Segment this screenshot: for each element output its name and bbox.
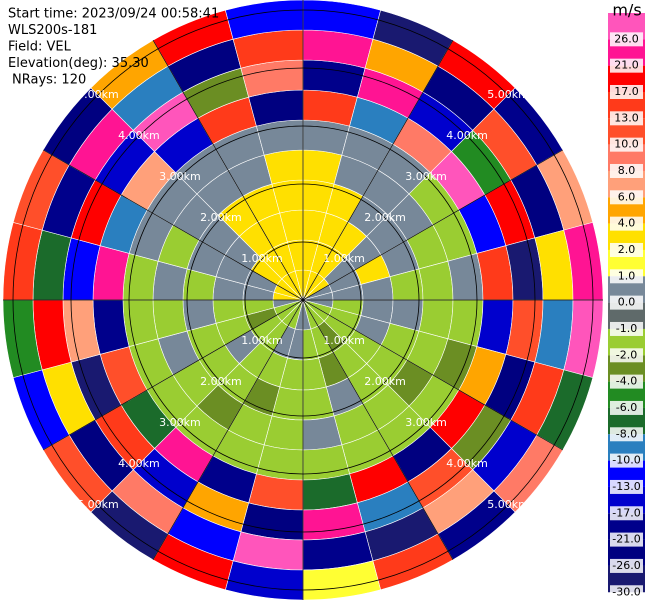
colorbar-tick-label: 2.0 bbox=[618, 243, 636, 256]
colorbar-tick-bg bbox=[610, 427, 643, 442]
info-text: Field: VEL bbox=[8, 40, 72, 55]
ring-label: 2.00km bbox=[364, 375, 406, 388]
colorbar-tick-label: -30.0 bbox=[612, 585, 640, 598]
range-gate bbox=[256, 444, 304, 481]
colorbar-tick-label: 6.0 bbox=[618, 190, 636, 203]
range-gate bbox=[256, 119, 304, 156]
range-gate bbox=[224, 0, 304, 40]
colorbar-tick-bg bbox=[610, 400, 643, 415]
colorbar-tick-bg bbox=[610, 32, 643, 47]
info-text: WLS200s-181 bbox=[8, 23, 97, 38]
colorbar-tick-label: 26.0 bbox=[614, 32, 639, 45]
ring-label: 2.00km bbox=[364, 211, 406, 224]
range-ring bbox=[70, 67, 536, 533]
range-ring bbox=[128, 125, 478, 475]
ring-label: 3.00km bbox=[405, 416, 447, 429]
info-text: NRays: 120 bbox=[12, 73, 86, 88]
range-ring bbox=[12, 9, 594, 591]
ring-label: 4.00km bbox=[446, 129, 488, 142]
range-ring bbox=[244, 241, 362, 359]
ring-label: 5.00km bbox=[487, 498, 529, 511]
range-gate bbox=[122, 253, 159, 301]
colorbar-tick-bg bbox=[610, 506, 643, 521]
range-gate bbox=[447, 253, 484, 301]
ring-label: 4.00km bbox=[118, 457, 160, 470]
colorbar-tick-bg bbox=[610, 137, 643, 152]
colorbar-tick-label: 1.0 bbox=[618, 269, 636, 282]
colorbar-tick-label: -26.0 bbox=[612, 559, 640, 572]
colorbar-tick-bg bbox=[610, 453, 643, 468]
colorbar-tick-bg bbox=[610, 321, 643, 336]
colorbar-tick-label: -4.0 bbox=[616, 375, 637, 388]
colorbar-tick-label: -21.0 bbox=[612, 533, 640, 546]
range-gate bbox=[447, 299, 484, 347]
ring-label: 3.00km bbox=[159, 170, 201, 183]
range-gate bbox=[302, 444, 350, 481]
ring-label: 5.00km bbox=[77, 498, 119, 511]
colorbar-tick-label: -13.0 bbox=[612, 480, 640, 493]
colorbar-tick-bg bbox=[610, 269, 643, 284]
colorbar-tick-bg bbox=[610, 374, 643, 389]
range-ring bbox=[186, 183, 420, 417]
ring-label: 1.00km bbox=[241, 252, 283, 265]
colorbar-tick-label: 8.0 bbox=[618, 164, 636, 177]
colorbar-tick-label: -17.0 bbox=[612, 506, 640, 519]
colorbar-tick-bg bbox=[610, 348, 643, 363]
ring-label: 5.00km bbox=[77, 88, 119, 101]
colorbar-tick-label: -1.0 bbox=[616, 322, 637, 335]
overlay: 1.00km 1.00km 1.00km 1.00km 2.00km 2.00km 2.00… bbox=[3, 0, 603, 600]
colorbar-tick-label: 17.0 bbox=[614, 85, 639, 98]
ring-label: 2.00km bbox=[200, 375, 242, 388]
spoke bbox=[152, 40, 454, 560]
info-text: Start time: 2023/09/24 00:58:41 bbox=[8, 7, 219, 22]
colorbar-tick-label: 4.0 bbox=[618, 217, 636, 230]
ring-label: 1.00km bbox=[323, 334, 365, 347]
unit-label: m/s bbox=[612, 1, 641, 20]
colorbar-tick-bg bbox=[610, 242, 643, 257]
colorbar-tick-label: -10.0 bbox=[612, 454, 640, 467]
colorbar-tick-label: 10.0 bbox=[614, 138, 639, 151]
colorbar-tick-bg bbox=[610, 163, 643, 178]
colorbar-tick-label: -8.0 bbox=[616, 427, 637, 440]
colorbar-tick-bg bbox=[610, 479, 643, 494]
colorbar-tick-label: 0.0 bbox=[618, 296, 636, 309]
colorbar-tick-bg bbox=[610, 190, 643, 205]
ring-label: 2.00km bbox=[200, 211, 242, 224]
colorbar-tick-label: 13.0 bbox=[614, 111, 639, 124]
colorbar-tick-bg bbox=[610, 84, 643, 99]
ring-label: 3.00km bbox=[405, 170, 447, 183]
radar-field bbox=[2, 0, 604, 601]
colorbar-tick-bg bbox=[610, 532, 643, 547]
colorbar: 26.0 21.0 17.0 13.0 10.0 8.0 6.0 4.0 2.0 1.0 0.0 -1… bbox=[608, 13, 645, 600]
ring-label: 5.00km bbox=[487, 88, 529, 101]
colorbar-tick-label: 21.0 bbox=[614, 59, 639, 72]
colorbar-tick-bg bbox=[610, 585, 643, 600]
colorbar-tick-label: -6.0 bbox=[616, 401, 637, 414]
colorbar-tick-bg bbox=[610, 558, 643, 573]
colorbar-tick-bg bbox=[610, 58, 643, 73]
colorbar-tick-label: -2.0 bbox=[616, 348, 637, 361]
ring-label: 1.00km bbox=[241, 334, 283, 347]
info-text: Elevation(deg): 35.30 bbox=[8, 56, 149, 71]
ring-label: 4.00km bbox=[118, 129, 160, 142]
colorbar-tick-bg bbox=[610, 216, 643, 231]
ring-label: 1.00km bbox=[323, 252, 365, 265]
range-gate bbox=[302, 119, 350, 156]
colorbar-tick-bg bbox=[610, 295, 643, 310]
range-gate bbox=[122, 299, 159, 347]
ring-label: 3.00km bbox=[159, 416, 201, 429]
colorbar-tick-bg bbox=[610, 111, 643, 126]
ring-label: 4.00km bbox=[446, 457, 488, 470]
